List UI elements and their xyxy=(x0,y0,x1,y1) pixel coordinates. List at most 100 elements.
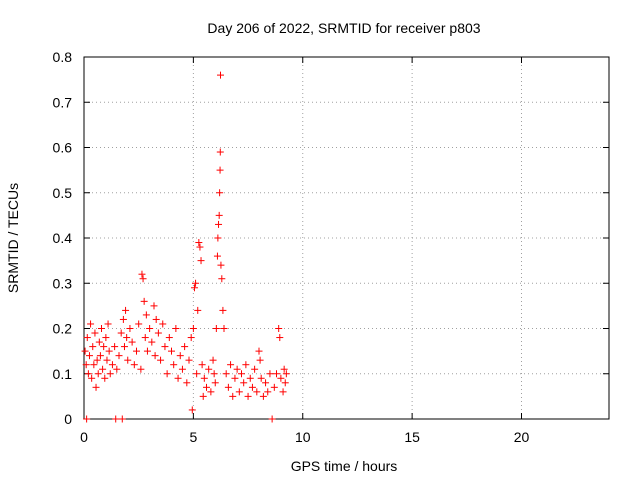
data-point xyxy=(235,388,243,396)
data-point xyxy=(108,361,116,369)
data-point xyxy=(111,343,119,351)
data-point xyxy=(197,257,205,265)
data-point xyxy=(83,415,91,423)
data-point xyxy=(113,365,121,373)
data-point xyxy=(207,388,215,396)
data-point xyxy=(139,275,147,283)
data-point xyxy=(183,379,191,387)
data-point xyxy=(135,320,143,328)
x-tick-label: 20 xyxy=(514,429,530,445)
data-point xyxy=(264,388,272,396)
data-point xyxy=(244,392,252,400)
data-point xyxy=(83,334,91,342)
data-point xyxy=(280,365,288,373)
data-point xyxy=(88,374,96,382)
data-point xyxy=(215,220,223,228)
data-point xyxy=(90,361,98,369)
data-point xyxy=(205,365,213,373)
data-point xyxy=(216,189,224,197)
data-point xyxy=(165,334,173,342)
data-point xyxy=(229,392,237,400)
data-point xyxy=(85,352,93,360)
data-point xyxy=(168,347,175,355)
chart-title: Day 206 of 2022, SRMTID for receiver p80… xyxy=(207,20,480,36)
y-tick-label: 0.1 xyxy=(53,366,73,382)
data-point xyxy=(82,361,90,369)
data-point xyxy=(81,347,89,355)
data-point xyxy=(100,343,108,351)
data-point xyxy=(140,297,148,305)
data-point xyxy=(210,370,218,378)
data-point xyxy=(157,356,165,364)
y-tick-label: 0.6 xyxy=(53,140,73,156)
data-point xyxy=(199,392,207,400)
data-point xyxy=(227,361,235,369)
data-point xyxy=(103,356,111,364)
data-point xyxy=(187,334,195,342)
data-point xyxy=(98,325,105,332)
data-point xyxy=(104,320,112,328)
y-tick-label: 0.3 xyxy=(53,275,73,291)
data-point xyxy=(130,361,138,369)
data-point xyxy=(192,279,200,287)
data-point xyxy=(174,374,182,382)
data-point xyxy=(203,383,210,391)
data-point xyxy=(190,284,198,292)
data-point xyxy=(259,392,267,400)
data-point xyxy=(253,388,261,396)
data-point xyxy=(240,379,248,387)
data-point xyxy=(222,370,230,378)
data-point xyxy=(193,370,201,378)
data-point xyxy=(195,239,203,247)
data-point xyxy=(152,315,160,323)
data-point xyxy=(94,370,102,378)
data-point xyxy=(198,361,206,369)
y-tick-label: 0.8 xyxy=(53,49,73,65)
data-point xyxy=(172,325,180,332)
data-point xyxy=(122,306,130,314)
data-point xyxy=(217,71,224,79)
data-point xyxy=(257,374,265,382)
data-point xyxy=(137,365,145,373)
grid-lines xyxy=(84,57,609,419)
data-point xyxy=(146,325,154,332)
data-point xyxy=(120,343,128,351)
data-point xyxy=(119,315,127,323)
y-axis-label: SRMTID / TECUs xyxy=(5,183,21,293)
data-point xyxy=(281,379,289,387)
data-point xyxy=(93,356,101,364)
data-point xyxy=(214,234,222,242)
data-point xyxy=(275,325,283,332)
data-point xyxy=(185,356,193,364)
data-point xyxy=(196,243,204,251)
data-point xyxy=(105,347,113,355)
data-point xyxy=(99,365,107,373)
data-point xyxy=(248,383,256,391)
data-point xyxy=(220,325,228,332)
data-point xyxy=(238,370,245,378)
data-point xyxy=(91,329,99,337)
data-point xyxy=(277,374,285,382)
data-point xyxy=(188,406,196,414)
data-point xyxy=(211,379,219,387)
data-point xyxy=(266,370,274,378)
data-point xyxy=(124,356,132,364)
data-point xyxy=(84,370,92,378)
data-point xyxy=(216,166,224,174)
data-point xyxy=(242,361,250,369)
data-point xyxy=(181,343,189,351)
data-point xyxy=(224,383,232,391)
data-point xyxy=(128,338,136,346)
data-point xyxy=(200,374,208,382)
data-point xyxy=(159,320,167,328)
data-point xyxy=(142,311,150,319)
data-point xyxy=(112,415,120,423)
x-tick-label: 0 xyxy=(80,429,88,445)
data-point xyxy=(194,306,202,314)
x-tick-label: 10 xyxy=(295,429,311,445)
data-point xyxy=(117,329,125,337)
data-point xyxy=(150,302,158,310)
data-point xyxy=(161,343,169,351)
data-point xyxy=(273,370,280,378)
